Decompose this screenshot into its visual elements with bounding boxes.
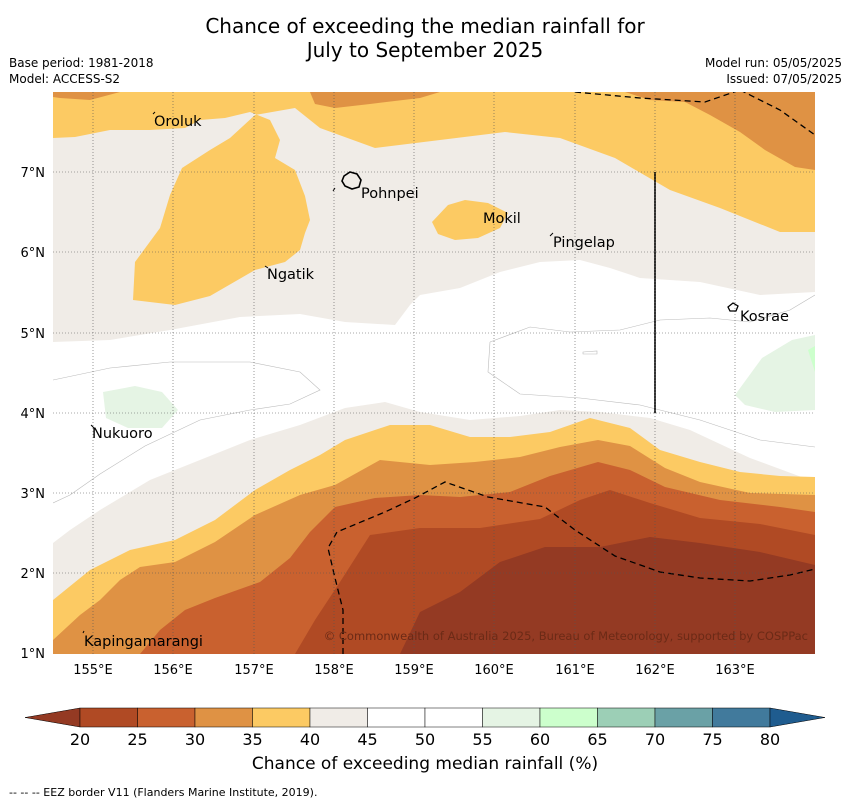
place-label-kapingamarangi: Kapingamarangi bbox=[84, 634, 203, 650]
contour-line-east bbox=[489, 294, 815, 343]
title-line-2: July to September 2025 bbox=[306, 38, 544, 62]
x-axis-labels: 155°E 156°E 157°E 158°E 159°E 160°E 161°… bbox=[73, 663, 755, 678]
y-tick-label: 3°N bbox=[21, 487, 46, 502]
copyright-notice: © Commonwealth of Australia 2025, Bureau… bbox=[324, 629, 808, 643]
colorbar-tick-label: 20 bbox=[70, 730, 90, 749]
eez-border-south bbox=[327, 481, 815, 654]
colorbar-bin bbox=[252, 707, 311, 728]
gridlines bbox=[53, 92, 815, 654]
x-tick-label: 158°E bbox=[314, 663, 354, 678]
colorbar-over-arrow bbox=[769, 707, 826, 728]
eez-footnote: -- -- -- EEZ border V11 (Flanders Marine… bbox=[9, 786, 318, 799]
pohnpei-island bbox=[341, 171, 362, 190]
band-30-35-nw bbox=[53, 92, 120, 100]
band-35-40-mokil bbox=[432, 200, 508, 240]
colorbar-under-arrow bbox=[24, 707, 81, 728]
contour-line-southeast bbox=[487, 341, 815, 448]
nukuoro-islet bbox=[90, 424, 95, 429]
y-tick-label: 4°N bbox=[21, 407, 46, 422]
colorbar-tick-label: 65 bbox=[587, 730, 607, 749]
colorbar-bin bbox=[712, 707, 771, 728]
x-tick-label: 159°E bbox=[394, 663, 434, 678]
band-60-65-east bbox=[808, 346, 815, 372]
model-run-date: Model run: 05/05/2025 bbox=[704, 56, 842, 70]
band-45-55 bbox=[53, 260, 815, 543]
place-label-pingelap: Pingelap bbox=[553, 235, 615, 251]
x-tick-label: 161°E bbox=[555, 663, 595, 678]
colorbar-tick-labels: 20 25 30 35 40 45 50 55 60 65 70 75 80 bbox=[70, 730, 780, 749]
y-tick-label: 2°N bbox=[21, 567, 46, 582]
y-tick-label: 6°N bbox=[21, 246, 46, 261]
map-field bbox=[53, 92, 815, 654]
place-label-kosrae: Kosrae bbox=[740, 309, 789, 325]
band-30-35-top bbox=[310, 92, 440, 108]
x-tick-label: 163°E bbox=[715, 663, 755, 678]
band-35-40-north bbox=[53, 92, 815, 305]
colorbar-bin bbox=[309, 707, 368, 728]
colorbar-title: Chance of exceeding median rainfall (%) bbox=[251, 754, 599, 774]
band-30-35-ne bbox=[625, 92, 815, 170]
x-tick-label: 162°E bbox=[635, 663, 675, 678]
colorbar-bin bbox=[194, 707, 253, 728]
colorbar-bin bbox=[137, 707, 196, 728]
colorbar-bin bbox=[424, 707, 483, 728]
pingelap-islet bbox=[549, 232, 554, 237]
title-line-1: Chance of exceeding the median rainfall … bbox=[205, 14, 645, 38]
band-55-60-west bbox=[103, 386, 178, 428]
colorbar-tick-label: 80 bbox=[760, 730, 780, 749]
colorbar-tick-label: 75 bbox=[702, 730, 722, 749]
kapingamarangi-islet bbox=[82, 630, 85, 634]
colorbar-tick-label: 50 bbox=[415, 730, 435, 749]
band-55-60-east bbox=[735, 335, 815, 412]
colorbar-tick-label: 45 bbox=[357, 730, 377, 749]
run-info: Model run: 05/05/2025 Issued: 07/05/2025 bbox=[705, 55, 842, 87]
colorbar-bin bbox=[367, 707, 426, 728]
x-tick-label: 155°E bbox=[73, 663, 113, 678]
colorbar-bin bbox=[539, 707, 598, 728]
place-label-mokil: Mokil bbox=[483, 211, 521, 227]
colorbar-bin bbox=[79, 707, 138, 728]
pohnpei-islet bbox=[332, 187, 336, 192]
y-tick-label: 5°N bbox=[21, 327, 46, 342]
y-axis-labels: 7°N 6°N 5°N 4°N 3°N 2°N 1°N bbox=[21, 166, 46, 662]
colorbar-bin bbox=[597, 707, 656, 728]
place-label-nukuoro: Nukuoro bbox=[92, 426, 153, 442]
place-label-oroluk: Oroluk bbox=[154, 114, 202, 130]
y-tick-label: 1°N bbox=[21, 647, 46, 662]
band-under-20 bbox=[400, 537, 815, 654]
colorbar-bins bbox=[79, 707, 771, 728]
map-title: Chance of exceeding the median rainfall … bbox=[0, 14, 850, 62]
colorbar: 20 25 30 35 40 45 50 55 60 65 70 75 80 bbox=[24, 707, 826, 749]
contour-line-west bbox=[53, 361, 321, 504]
colorbar-tick-label: 35 bbox=[242, 730, 262, 749]
colorbar-bin bbox=[654, 707, 713, 728]
colorbar-tick-label: 55 bbox=[472, 730, 492, 749]
x-tick-label: 157°E bbox=[234, 663, 274, 678]
oroluk-islet bbox=[152, 111, 156, 115]
x-tick-label: 160°E bbox=[474, 663, 514, 678]
place-label-pohnpei: Pohnpei bbox=[361, 186, 419, 202]
colorbar-tick-label: 70 bbox=[645, 730, 665, 749]
issued-date: Issued: 07/05/2025 bbox=[726, 72, 842, 86]
colorbar-tick-label: 25 bbox=[127, 730, 147, 749]
eez-border-north bbox=[574, 92, 815, 136]
base-period: Base period: 1981-2018 bbox=[9, 56, 154, 70]
contour-islet bbox=[582, 350, 598, 355]
place-label-ngatik: Ngatik bbox=[267, 267, 315, 283]
y-tick-label: 7°N bbox=[21, 166, 46, 181]
model-name: Model: ACCESS-S2 bbox=[9, 72, 121, 86]
x-tick-label: 156°E bbox=[153, 663, 193, 678]
colorbar-tick-label: 40 bbox=[300, 730, 320, 749]
model-info: Base period: 1981-2018 Model: ACCESS-S2 bbox=[9, 55, 154, 87]
colorbar-bin bbox=[482, 707, 541, 728]
kosrae-island bbox=[727, 302, 739, 312]
ngatik-islet bbox=[264, 265, 269, 269]
colorbar-tick-label: 60 bbox=[530, 730, 550, 749]
colorbar-tick-label: 30 bbox=[185, 730, 205, 749]
